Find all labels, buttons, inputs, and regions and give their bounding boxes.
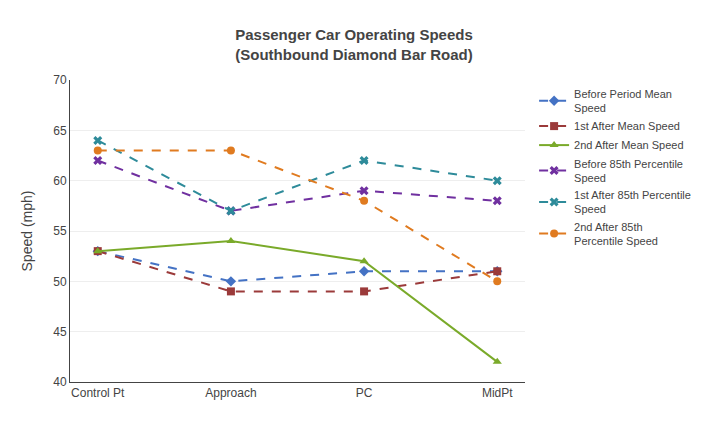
svg-text:65: 65	[53, 124, 67, 138]
svg-text:MidPt: MidPt	[482, 386, 513, 400]
svg-text:60: 60	[53, 174, 67, 188]
svg-text:70: 70	[53, 73, 67, 87]
svg-text:1st After 85th PercentileSpeed: 1st After 85th PercentileSpeed	[574, 189, 691, 215]
svg-text:Before 85th PercentileSpeed: Before 85th PercentileSpeed	[574, 158, 683, 184]
svg-text:1st After Mean Speed: 1st After Mean Speed	[574, 120, 680, 132]
svg-text:2nd After Mean Speed: 2nd After Mean Speed	[574, 139, 683, 151]
svg-text:Control Pt: Control Pt	[71, 386, 125, 400]
svg-text:Passenger Car Operating Speeds: Passenger Car Operating Speeds(Southboun…	[235, 26, 473, 63]
svg-text:2nd After 85thPercentile Speed: 2nd After 85thPercentile Speed	[574, 221, 658, 247]
svg-text:Approach: Approach	[205, 386, 256, 400]
svg-text:55: 55	[53, 224, 67, 238]
svg-text:40: 40	[53, 375, 67, 389]
svg-text:45: 45	[53, 325, 67, 339]
svg-text:Before Period MeanSpeed: Before Period MeanSpeed	[574, 88, 672, 114]
svg-text:Speed (mph): Speed (mph)	[19, 191, 35, 272]
svg-text:PC: PC	[356, 386, 373, 400]
svg-text:50: 50	[53, 275, 67, 289]
